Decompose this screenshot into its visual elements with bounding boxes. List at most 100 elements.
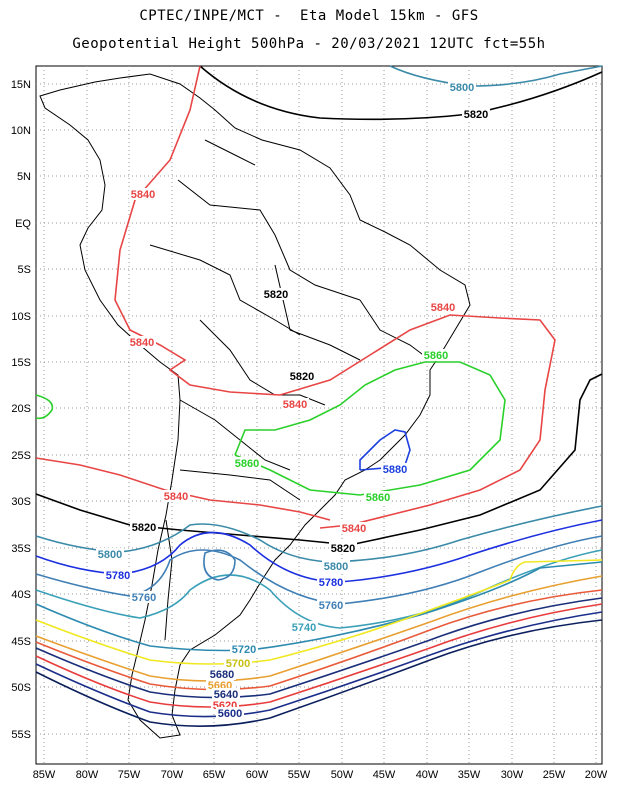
longitude-label: 85W (33, 769, 56, 781)
contour-label-bg (290, 621, 318, 633)
longitude-label: 55W (288, 769, 311, 781)
longitude-label: 50W (331, 769, 354, 781)
contour-5660 (35, 589, 603, 691)
contour-label-bg (233, 457, 261, 469)
contour-5860 (234, 361, 506, 496)
contour-5700 (35, 559, 603, 665)
border-line (164, 519, 173, 641)
contour-label: 5840 (130, 337, 154, 349)
contour-label-bg (317, 599, 345, 611)
contour-5820-south (35, 373, 603, 546)
contour-label: 5800 (450, 82, 474, 94)
contour-label-bg (224, 657, 252, 669)
latitude-label: 25S (11, 450, 31, 462)
border-line (179, 469, 301, 501)
contour-5720 (35, 561, 603, 652)
latitude-label: 45S (11, 636, 31, 648)
contour-5580 (35, 619, 603, 727)
longitude-label: 75W (118, 769, 141, 781)
longitude-label: 65W (203, 769, 226, 781)
contour-label-bg (129, 188, 157, 200)
contour-5800-north (389, 65, 603, 87)
coastline (39, 73, 471, 739)
border-line (204, 139, 256, 166)
contour-label: 5780 (319, 577, 343, 589)
chart-subtitle: Geopotential Height 500hPa - 20/03/2021 … (72, 36, 546, 52)
latitude-label: 10N (11, 125, 31, 137)
longitude-label: 20W (585, 769, 608, 781)
border-line (274, 264, 361, 361)
contour-label: 5820 (290, 371, 314, 383)
longitude-label: 70W (161, 769, 184, 781)
map-frame (35, 65, 603, 765)
contour-label: 5840 (164, 491, 188, 503)
contour-label-bg (340, 522, 368, 534)
contour-label-bg (281, 398, 309, 410)
contour-label-bg (130, 591, 158, 603)
contour-label-bg (104, 569, 132, 581)
contour-labels: 5800 5820 5840 5840 5840 5820 5820 5860 5840 5860… (96, 81, 490, 720)
contour-5620 (35, 603, 603, 708)
contour-5600 (35, 611, 603, 718)
latitude-label: 35S (11, 543, 31, 555)
contour-label-bg (216, 707, 244, 719)
latitude-label: 50S (11, 682, 31, 694)
longitude-label: 25W (543, 769, 566, 781)
contour-label: 5820 (264, 289, 288, 301)
contour-5860-small (35, 394, 54, 420)
contour-label: 5860 (235, 458, 259, 470)
south-america-coast (39, 73, 471, 739)
longitude-label: 80W (76, 769, 99, 781)
longitude-label: 60W (246, 769, 269, 781)
contour-label: 5780 (106, 570, 130, 582)
contour-label: 5800 (98, 549, 122, 561)
contour-label: 5820 (132, 522, 156, 534)
border-line (177, 179, 361, 301)
latitude-label: 40S (11, 589, 31, 601)
latitude-label: 15S (11, 357, 31, 369)
contour-label-bg (429, 301, 457, 313)
contour-label-bg (230, 643, 258, 655)
latitude-label: 5N (17, 171, 31, 183)
contour-5840-west (114, 65, 556, 529)
contour-label-bg (364, 491, 392, 503)
contour-label: 5740 (292, 622, 316, 634)
contour-lines (35, 65, 603, 727)
border-line (149, 244, 301, 336)
contour-label-bg (96, 548, 124, 560)
contour-label: 5760 (319, 600, 343, 612)
longitude-labels: 85W 80W 75W 70W 65W 60W 55W 50W 45W 40W 35W 30W 25W 2… (33, 769, 608, 781)
contour-label: 5800 (324, 561, 348, 573)
contour-label: 5640 (214, 689, 238, 701)
contour-5760-closed (203, 549, 236, 581)
contour-label: 5820 (331, 543, 355, 555)
contour-label-bg (212, 688, 240, 700)
contour-label-bg (462, 108, 490, 120)
latitude-label: EQ (15, 218, 31, 230)
contour-label: 5840 (342, 523, 366, 535)
latitude-label: 15N (11, 79, 31, 91)
latitude-labels: 15N 10N 5N EQ 5S 10S 15S 20S 25S 30S 35S 40S 45S 50S 5… (11, 79, 32, 741)
longitude-label: 35W (458, 769, 481, 781)
contour-label: 5860 (424, 350, 448, 362)
contour-label-bg (128, 336, 156, 348)
contour-label-bg (448, 81, 476, 93)
chart-title: CPTEC/INPE/MCT - Eta Model 15km - GFS (139, 8, 479, 24)
contour-label: 5680 (210, 669, 234, 681)
contour-label: 5840 (131, 189, 155, 201)
contour-label-bg (262, 288, 290, 300)
contour-label-bg (381, 463, 409, 475)
contour-label: 5600 (218, 708, 242, 720)
contour-label-bg (162, 490, 190, 502)
contour-label-bg (317, 576, 345, 588)
contour-label-bg (322, 560, 350, 572)
contour-label: 5820 (464, 109, 488, 121)
latitude-label: 55S (11, 729, 31, 741)
contour-label-bg (288, 370, 316, 382)
contour-label-bg (208, 668, 236, 680)
contour-5640 (35, 597, 603, 699)
contour-label: 5760 (132, 592, 156, 604)
contour-5820-north (199, 65, 603, 121)
longitude-label: 30W (501, 769, 524, 781)
